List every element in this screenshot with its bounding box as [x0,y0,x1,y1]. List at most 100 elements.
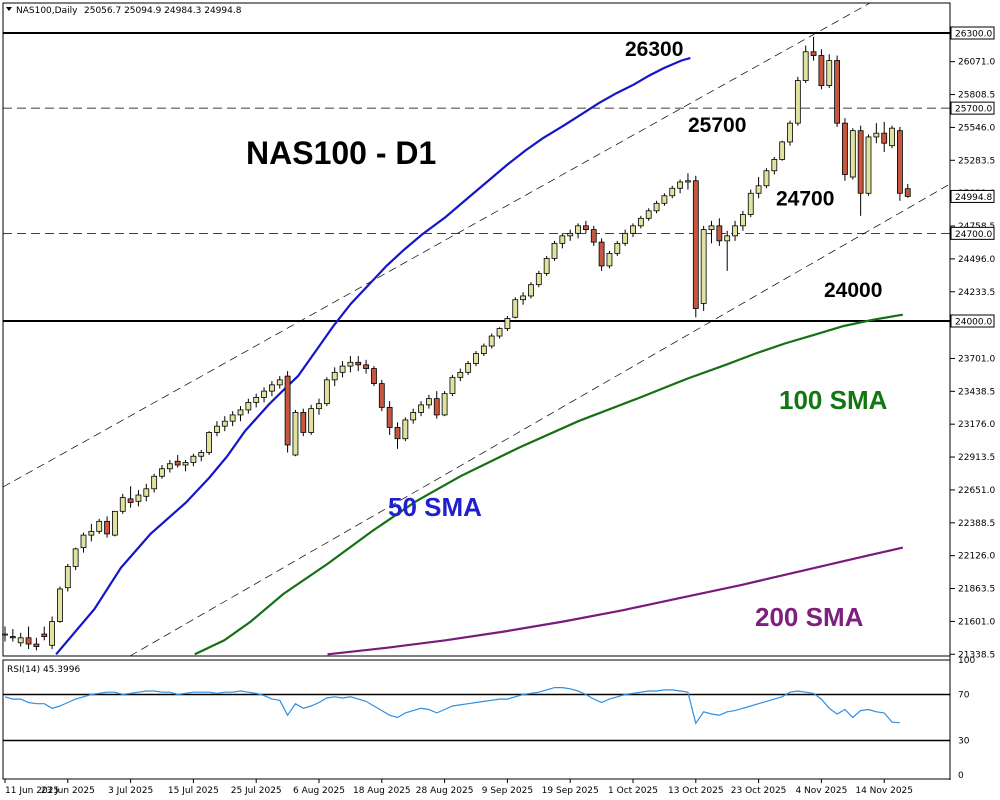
rsi-tick-label: 30 [958,737,970,747]
chart-title: NAS100 - D1 [246,135,436,171]
date-tick-label: 15 Jul 2025 [168,786,219,796]
candle [520,292,526,305]
candle [716,218,723,246]
rsi-label: RSI(14) 45.3996 [7,665,80,675]
candle [661,193,668,206]
candle [771,156,778,175]
candle [57,586,63,623]
candle [465,361,472,375]
candle [865,134,872,196]
candle [143,483,150,502]
candle [535,270,542,288]
candle [810,36,817,61]
candle [2,626,8,642]
date-tick-label: 18 Aug 2025 [353,786,411,796]
sma-200-label: 200 SMA [755,602,864,632]
level-annotation-26300: 26300 [625,38,683,61]
price-tick-label: 23176.0 [958,420,995,430]
price-tick-label: 21863.5 [958,585,995,595]
candle [316,398,322,415]
sma-100-label: 100 SMA [779,385,888,415]
candle [88,523,95,542]
sma-50-label: 50 SMA [388,492,482,522]
candle [480,343,487,357]
dropdown-icon[interactable] [6,7,12,11]
sma-line-2 [327,546,904,656]
candle [425,394,432,409]
candle [135,490,142,507]
candle [488,333,495,349]
candle [72,547,79,571]
candle [418,401,424,417]
rsi-tick-label: 70 [958,691,970,701]
candle [174,454,181,468]
candle [622,229,629,246]
candle [253,393,260,408]
sma-line-0 [55,56,691,656]
candle [410,408,417,424]
candle [371,366,377,387]
date-tick-label: 11 Jun 2025 [5,786,59,796]
date-tick-label: 19 Sep 2025 [542,786,599,796]
price-tick-label: 25546.0 [958,123,995,133]
candle [363,359,370,374]
candle [206,431,213,455]
candle [261,387,267,403]
candle [41,626,48,641]
candle [685,173,691,190]
candle [402,417,409,442]
price-level-label: 24700.0 [955,230,992,240]
candle [292,409,299,457]
candle [551,240,558,261]
candle [441,391,448,417]
candle [25,626,32,650]
candle [653,200,660,214]
rsi-tick-label: 100 [958,656,975,666]
candle [339,361,346,378]
candle [559,233,566,249]
candle [214,421,220,437]
channel-upper-line [2,2,871,488]
main-panel-frame [2,2,951,657]
level-annotation-24000: 24000 [824,279,882,302]
candle [904,183,911,198]
candle [802,45,809,84]
price-tick-label: 22913.5 [958,453,995,463]
candle [826,54,833,89]
candle [323,377,330,407]
price-axis: 21338.5 21601.0 21863.5 22126.0 22388.5 22651… [950,26,995,660]
candle [692,175,699,318]
candle [112,510,118,537]
candle [724,230,731,271]
candle [849,128,856,180]
candle [159,465,165,479]
date-tick-label: 4 Nov 2025 [795,786,847,796]
candle [221,416,228,432]
candle [245,398,252,414]
price-tick-label: 25283.5 [958,156,995,166]
rsi-panel-frame [2,659,951,780]
candle [842,118,848,181]
price-tick-label: 23701.0 [958,354,995,364]
level-annotation-24700: 24700 [776,187,834,210]
candle [763,168,770,189]
price-tick-label: 24233.5 [958,288,995,298]
rsi-tick-label: 0 [958,771,964,781]
candle [300,408,307,437]
candle [496,327,503,339]
candle [857,125,864,216]
candle [433,391,440,419]
price-tick-label: 22388.5 [958,519,995,529]
price-tick-label: 23438.5 [958,387,995,397]
candle [732,220,738,241]
candle [190,453,197,467]
candle [575,223,581,239]
candle [9,629,16,642]
moving-averages [55,56,904,656]
price-tick-label: 25808.5 [958,91,995,101]
channel-lower-line [129,183,951,657]
date-tick-label: 28 Aug 2025 [416,786,474,796]
candle [33,637,40,651]
